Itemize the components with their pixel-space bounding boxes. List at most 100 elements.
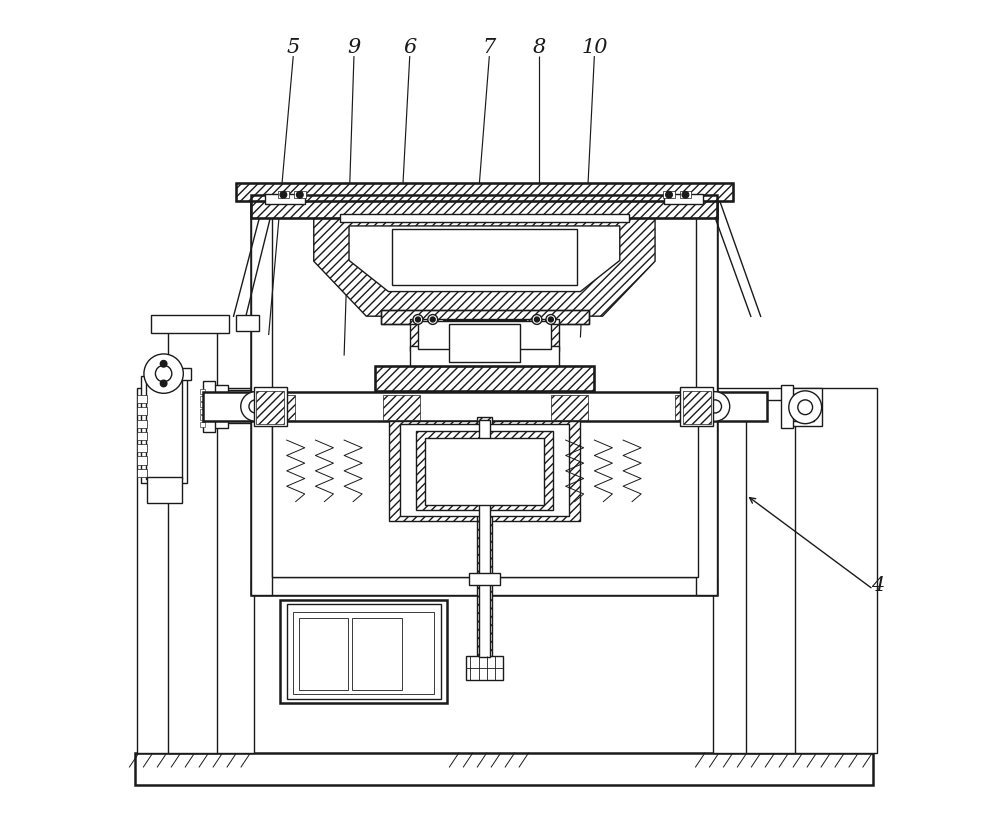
Bar — [137, 457, 147, 465]
Circle shape — [682, 192, 689, 198]
Polygon shape — [137, 388, 254, 752]
Bar — [381, 310, 589, 325]
Bar — [236, 315, 259, 331]
Circle shape — [155, 365, 172, 382]
Bar — [287, 604, 441, 699]
Bar — [254, 387, 287, 426]
Bar — [278, 191, 289, 198]
Bar — [781, 385, 793, 428]
Circle shape — [144, 354, 183, 393]
Bar — [551, 395, 588, 420]
Text: 10: 10 — [581, 38, 608, 57]
Circle shape — [241, 392, 270, 421]
Bar — [389, 421, 580, 521]
Bar — [418, 321, 551, 349]
Bar — [663, 191, 675, 198]
Bar — [251, 193, 272, 596]
Bar — [416, 431, 553, 510]
Bar — [236, 183, 733, 202]
Bar — [203, 392, 767, 421]
Circle shape — [249, 400, 262, 413]
Bar — [251, 195, 717, 218]
Bar — [272, 420, 698, 577]
Bar — [479, 420, 490, 657]
Bar — [251, 193, 717, 596]
Bar — [466, 656, 503, 681]
Bar — [392, 230, 577, 285]
Bar — [375, 366, 594, 391]
Bar — [151, 315, 229, 333]
Bar — [425, 438, 544, 505]
Bar — [221, 392, 254, 421]
Circle shape — [280, 192, 287, 198]
Bar — [200, 389, 205, 394]
Bar — [477, 417, 492, 659]
Polygon shape — [349, 226, 620, 292]
Bar — [137, 395, 147, 403]
Circle shape — [548, 317, 553, 322]
Text: 4: 4 — [871, 576, 884, 595]
Text: 7: 7 — [483, 38, 496, 57]
Text: 5: 5 — [287, 38, 300, 57]
Bar — [200, 415, 205, 420]
Circle shape — [415, 317, 420, 322]
Bar — [236, 183, 733, 202]
Bar — [251, 195, 717, 218]
Bar — [135, 752, 873, 786]
Bar — [137, 444, 147, 453]
Bar — [340, 214, 629, 222]
Bar — [200, 422, 205, 427]
Bar — [293, 611, 434, 694]
Bar — [449, 325, 520, 362]
Text: 9: 9 — [347, 38, 361, 57]
Bar — [219, 390, 256, 423]
Circle shape — [160, 380, 167, 387]
Circle shape — [428, 315, 438, 325]
Bar — [381, 310, 589, 325]
Circle shape — [700, 392, 730, 421]
Circle shape — [430, 317, 435, 322]
Bar — [254, 395, 295, 420]
Circle shape — [546, 315, 556, 325]
Bar — [137, 469, 147, 477]
Bar — [410, 319, 559, 352]
Bar — [200, 402, 205, 407]
Bar — [664, 194, 703, 204]
Circle shape — [798, 400, 813, 415]
Bar — [675, 395, 716, 420]
Bar — [141, 376, 187, 482]
Circle shape — [532, 315, 542, 325]
Bar — [443, 320, 526, 365]
Bar — [294, 191, 306, 198]
Polygon shape — [713, 388, 877, 752]
Bar — [256, 391, 284, 424]
Circle shape — [708, 400, 722, 413]
Circle shape — [534, 317, 539, 322]
Bar — [400, 425, 569, 516]
Circle shape — [160, 360, 167, 367]
Bar — [790, 394, 814, 421]
Bar — [383, 395, 420, 420]
Bar — [137, 407, 147, 415]
Bar — [137, 432, 147, 440]
Bar — [137, 420, 147, 428]
Bar — [146, 368, 191, 380]
Bar — [680, 191, 691, 198]
Bar — [211, 385, 228, 428]
Bar — [375, 366, 594, 391]
Bar — [280, 600, 447, 704]
Bar — [469, 573, 500, 586]
Bar — [299, 618, 348, 691]
Circle shape — [789, 391, 822, 424]
Polygon shape — [314, 219, 655, 316]
Bar — [265, 194, 305, 204]
Text: 8: 8 — [533, 38, 546, 57]
Bar — [683, 391, 711, 424]
Bar — [200, 409, 205, 414]
Bar — [203, 381, 215, 432]
Bar — [789, 388, 822, 426]
Circle shape — [666, 192, 672, 198]
Circle shape — [413, 315, 423, 325]
Bar — [696, 193, 717, 596]
Bar — [168, 318, 217, 752]
